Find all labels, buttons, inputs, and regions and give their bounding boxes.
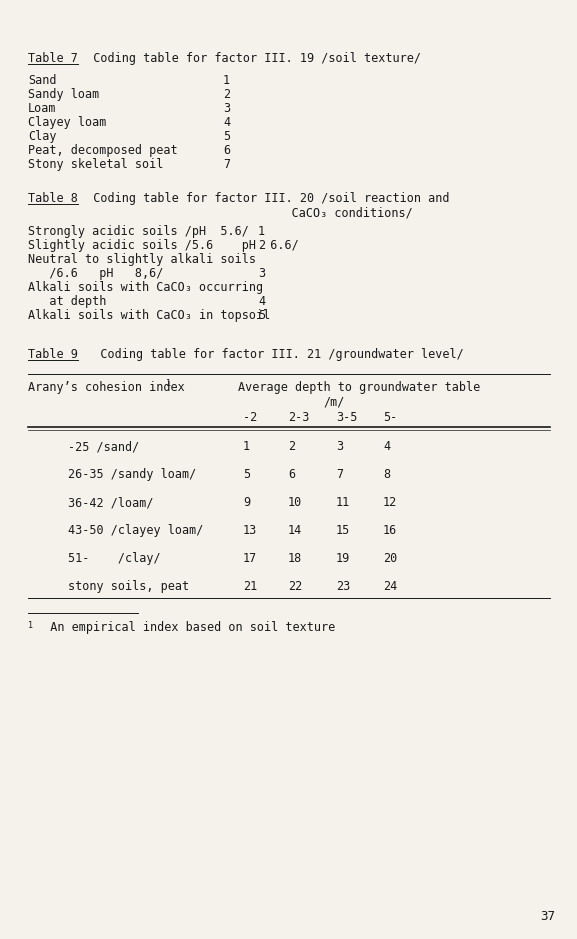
Text: 1: 1 bbox=[28, 621, 33, 630]
Text: Strongly acidic soils /pH  5.6/: Strongly acidic soils /pH 5.6/ bbox=[28, 225, 249, 238]
Text: 7: 7 bbox=[223, 158, 230, 171]
Text: 1: 1 bbox=[243, 440, 250, 453]
Text: 43-50 /clayey loam/: 43-50 /clayey loam/ bbox=[68, 524, 203, 537]
Text: Table 9: Table 9 bbox=[28, 348, 78, 361]
Text: 23: 23 bbox=[336, 580, 350, 593]
Text: 18: 18 bbox=[288, 552, 302, 565]
Text: Coding table for factor III. 20 /soil reaction and: Coding table for factor III. 20 /soil re… bbox=[79, 192, 449, 205]
Text: Coding table for factor III. 21 /groundwater level/: Coding table for factor III. 21 /groundw… bbox=[79, 348, 464, 361]
Text: 37: 37 bbox=[540, 910, 555, 923]
Text: 3: 3 bbox=[258, 267, 265, 280]
Text: 3: 3 bbox=[336, 440, 343, 453]
Text: 1: 1 bbox=[258, 225, 265, 238]
Text: Table 7: Table 7 bbox=[28, 52, 78, 65]
Text: 4: 4 bbox=[383, 440, 390, 453]
Text: Clay: Clay bbox=[28, 130, 57, 143]
Text: 10: 10 bbox=[288, 496, 302, 509]
Text: Alkali soils with CaCO₃ occurring: Alkali soils with CaCO₃ occurring bbox=[28, 281, 263, 294]
Text: Clayey loam: Clayey loam bbox=[28, 116, 106, 129]
Text: -2: -2 bbox=[243, 411, 257, 424]
Text: 6: 6 bbox=[288, 468, 295, 481]
Text: 12: 12 bbox=[383, 496, 397, 509]
Text: Sand: Sand bbox=[28, 74, 57, 87]
Text: 8: 8 bbox=[383, 468, 390, 481]
Text: Slightly acidic soils /5.6    pH  6.6/: Slightly acidic soils /5.6 pH 6.6/ bbox=[28, 239, 299, 252]
Text: 24: 24 bbox=[383, 580, 397, 593]
Text: /6.6   pH   8,6/: /6.6 pH 8,6/ bbox=[28, 267, 163, 280]
Text: 14: 14 bbox=[288, 524, 302, 537]
Text: 22: 22 bbox=[288, 580, 302, 593]
Text: 5-: 5- bbox=[383, 411, 397, 424]
Text: Peat, decomposed peat: Peat, decomposed peat bbox=[28, 144, 178, 157]
Text: /m/: /m/ bbox=[323, 395, 344, 408]
Text: 5: 5 bbox=[243, 468, 250, 481]
Text: 5: 5 bbox=[223, 130, 230, 143]
Text: Arany’s cohesion index: Arany’s cohesion index bbox=[28, 381, 185, 394]
Text: 26-35 /sandy loam/: 26-35 /sandy loam/ bbox=[68, 468, 196, 481]
Text: 17: 17 bbox=[243, 552, 257, 565]
Text: 19: 19 bbox=[336, 552, 350, 565]
Text: Stony skeletal soil: Stony skeletal soil bbox=[28, 158, 163, 171]
Text: Sandy loam: Sandy loam bbox=[28, 88, 99, 101]
Text: 21: 21 bbox=[243, 580, 257, 593]
Text: stony soils, peat: stony soils, peat bbox=[68, 580, 189, 593]
Text: 5: 5 bbox=[258, 309, 265, 322]
Text: Loam: Loam bbox=[28, 102, 57, 115]
Text: 4: 4 bbox=[223, 116, 230, 129]
Text: 15: 15 bbox=[336, 524, 350, 537]
Text: 6: 6 bbox=[223, 144, 230, 157]
Text: Table 8: Table 8 bbox=[28, 192, 78, 205]
Text: Neutral to slightly alkali soils: Neutral to slightly alkali soils bbox=[28, 253, 256, 266]
Text: 2: 2 bbox=[258, 239, 265, 252]
Text: 13: 13 bbox=[243, 524, 257, 537]
Text: Average depth to groundwater table: Average depth to groundwater table bbox=[238, 381, 480, 394]
Text: An empirical index based on soil texture: An empirical index based on soil texture bbox=[36, 621, 335, 634]
Text: 11: 11 bbox=[336, 496, 350, 509]
Text: 3-5: 3-5 bbox=[336, 411, 357, 424]
Text: Coding table for factor III. 19 /soil texture/: Coding table for factor III. 19 /soil te… bbox=[79, 52, 421, 65]
Text: 2-3: 2-3 bbox=[288, 411, 309, 424]
Text: CaCO₃ conditions/: CaCO₃ conditions/ bbox=[28, 206, 413, 219]
Text: 1: 1 bbox=[223, 74, 230, 87]
Text: 1: 1 bbox=[166, 379, 171, 388]
Text: 16: 16 bbox=[383, 524, 397, 537]
Text: 4: 4 bbox=[258, 295, 265, 308]
Text: 51-    /clay/: 51- /clay/ bbox=[68, 552, 160, 565]
Text: 3: 3 bbox=[223, 102, 230, 115]
Text: 36-42 /loam/: 36-42 /loam/ bbox=[68, 496, 153, 509]
Text: 2: 2 bbox=[223, 88, 230, 101]
Text: at depth: at depth bbox=[28, 295, 106, 308]
Text: -25 /sand/: -25 /sand/ bbox=[68, 440, 139, 453]
Text: 2: 2 bbox=[288, 440, 295, 453]
Text: 7: 7 bbox=[336, 468, 343, 481]
Text: 20: 20 bbox=[383, 552, 397, 565]
Text: 9: 9 bbox=[243, 496, 250, 509]
Text: Alkali soils with CaCO₃ in topsoil: Alkali soils with CaCO₃ in topsoil bbox=[28, 309, 270, 322]
